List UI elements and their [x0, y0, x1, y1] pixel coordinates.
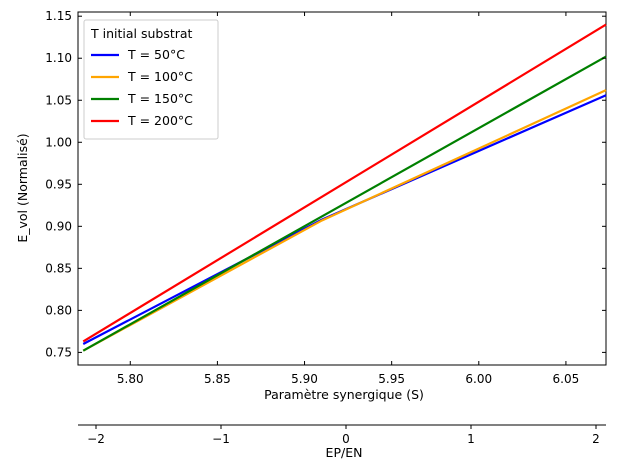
x-tick-label: 5.85 — [204, 372, 231, 386]
x-tick-label: 6.05 — [553, 372, 580, 386]
x-tick-label: 5.95 — [378, 372, 405, 386]
legend-title: T initial substrat — [90, 26, 193, 41]
y-axis-label: E_vol (Normalisé) — [15, 133, 30, 242]
legend: T initial substrat T = 50°C T = 100°C T = … — [83, 19, 219, 140]
secondary-x-tick-label: 1 — [467, 432, 475, 446]
secondary-x-axis-label: EP/EN — [326, 445, 363, 460]
legend-label-1: T = 50°C — [127, 47, 185, 62]
y-tick-label: 1.05 — [45, 93, 72, 107]
series-line-4 — [82, 23, 607, 343]
axis-layer: 5.80 5.85 5.90 5.95 6.00 6.05 0.75 0.80 0.85 0.90… — [45, 9, 606, 446]
secondary-x-tick-label: −1 — [212, 432, 230, 446]
series-line-3 — [82, 55, 607, 352]
y-tick-label: 0.85 — [45, 261, 72, 275]
y-tick-label: 1.10 — [45, 51, 72, 65]
y-tick-label: 0.95 — [45, 177, 72, 191]
y-tick-label: 1.15 — [45, 9, 72, 23]
x-axis-label: Paramètre synergique (S) — [264, 387, 424, 402]
x-tick-label: 5.90 — [291, 372, 318, 386]
legend-box — [83, 19, 219, 140]
legend-label-4: T = 200°C — [127, 113, 193, 128]
y-tick-label: 0.75 — [45, 345, 72, 359]
y-tick-label: 1.00 — [45, 135, 72, 149]
x-tick-label: 6.00 — [465, 372, 492, 386]
secondary-x-tick-label: 0 — [342, 432, 350, 446]
legend-label-3: T = 150°C — [127, 91, 193, 106]
y-tick-label: 0.90 — [45, 219, 72, 233]
legend-label-2: T = 100°C — [127, 69, 193, 84]
x-tick-label: 5.80 — [117, 372, 144, 386]
y-tick-label: 0.80 — [45, 303, 72, 317]
series-line-2 — [82, 89, 607, 352]
secondary-x-tick-label: −2 — [87, 432, 105, 446]
secondary-x-tick-label: 2 — [592, 432, 600, 446]
series-layer — [82, 23, 607, 352]
